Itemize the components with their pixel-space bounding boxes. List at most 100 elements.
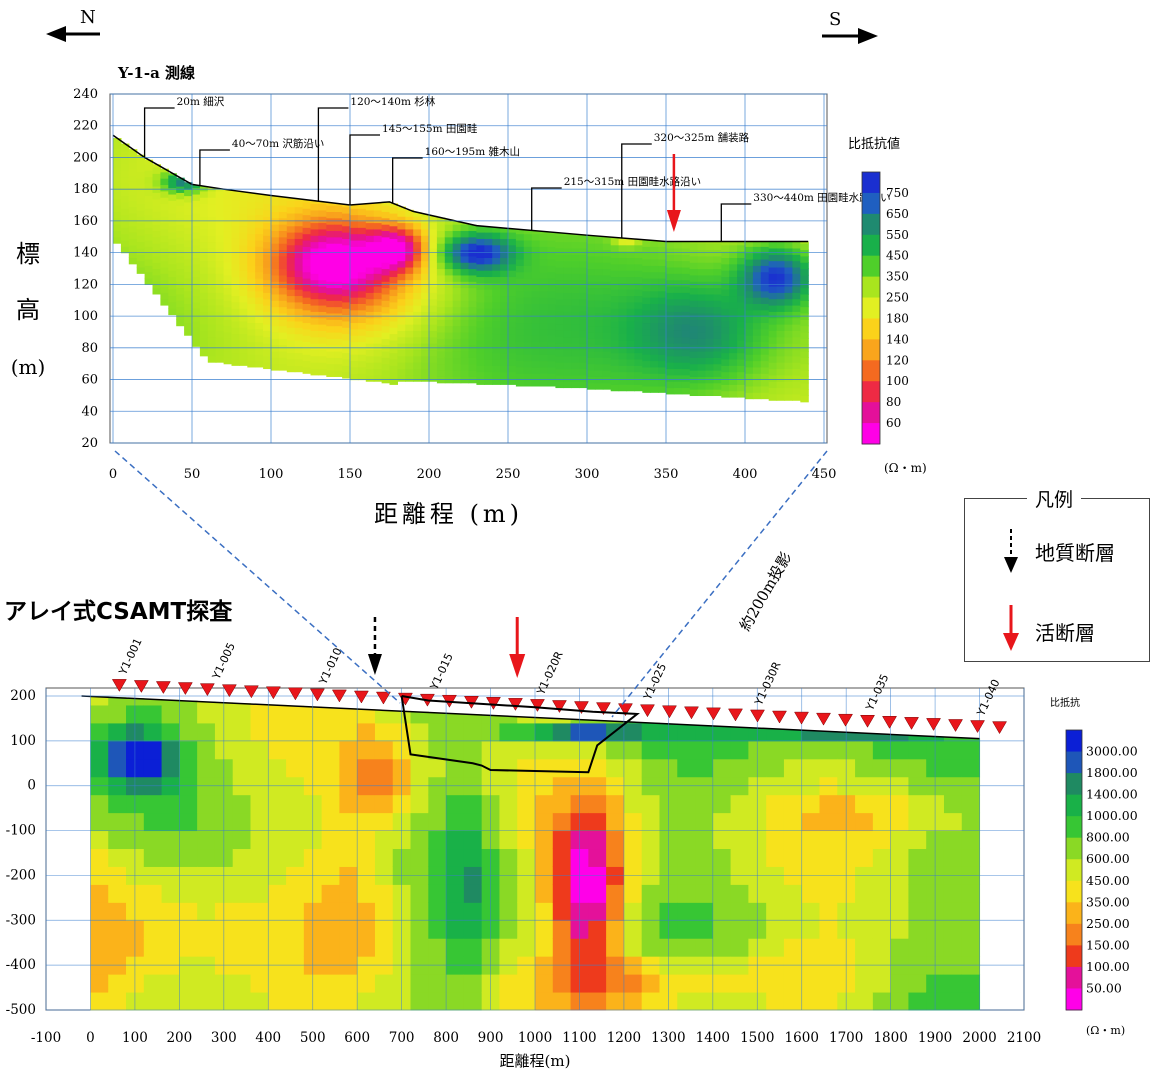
top-resistivity-cell <box>413 355 422 363</box>
top-resistivity-cell <box>547 360 556 368</box>
top-resistivity-cell <box>650 297 659 304</box>
top-resistivity-cell <box>207 254 217 262</box>
top-resistivity-cell <box>397 241 406 249</box>
bottom-resistivity-cell <box>286 740 305 760</box>
top-resistivity-cell <box>508 308 517 316</box>
top-resistivity-cell <box>381 306 391 314</box>
top-resistivity-cell <box>571 247 580 255</box>
bottom-resistivity-cell <box>855 848 874 867</box>
top-resistivity-cell <box>326 325 335 333</box>
bottom-x-tick: 1700 <box>829 1030 863 1046</box>
top-resistivity-cell <box>192 295 201 303</box>
top-resistivity-cell <box>476 365 485 373</box>
top-resistivity-cell <box>350 265 359 273</box>
top-resistivity-cell <box>184 233 193 241</box>
top-resistivity-cell <box>365 273 375 281</box>
top-resistivity-cell <box>618 251 628 258</box>
top-resistivity-cell <box>650 278 659 285</box>
top-resistivity-cell <box>176 177 185 181</box>
bottom-resistivity-cell <box>517 992 536 1011</box>
top-resistivity-cell <box>642 290 651 298</box>
top-resistivity-cell <box>531 379 541 387</box>
top-resistivity-cell <box>152 274 161 282</box>
bottom-x-tick: 1900 <box>918 1030 952 1046</box>
top-resistivity-cell <box>579 311 588 319</box>
top-resistivity-cell <box>365 260 375 268</box>
top-x-tick: 0 <box>109 467 117 482</box>
top-resistivity-cell <box>365 324 375 331</box>
top-resistivity-cell <box>302 201 312 209</box>
top-resistivity-cell <box>500 320 509 328</box>
top-resistivity-cell <box>768 273 778 281</box>
top-resistivity-cell <box>365 355 375 363</box>
top-resistivity-cell <box>429 355 438 363</box>
bottom-resistivity-cell <box>606 938 625 957</box>
top-resistivity-cell <box>389 377 398 385</box>
top-resistivity-cell <box>247 271 256 279</box>
top-resistivity-cell <box>476 270 485 278</box>
bottom-resistivity-cell <box>961 902 981 921</box>
top-resistivity-cell <box>768 311 778 319</box>
top-resistivity-cell <box>255 208 264 216</box>
top-resistivity-cell <box>500 352 509 360</box>
top-resistivity-cell <box>286 238 296 246</box>
top-resistivity-cell <box>508 358 517 366</box>
top-resistivity-cell <box>436 287 446 295</box>
top-resistivity-cell <box>429 260 438 268</box>
top-resistivity-cell <box>776 324 786 331</box>
top-resistivity-cell <box>460 325 470 333</box>
top-resistivity-cell <box>602 331 612 339</box>
top-resistivity-cell <box>768 387 778 395</box>
top-resistivity-cell <box>413 260 422 268</box>
bottom-resistivity-cell <box>339 812 358 832</box>
bottom-resistivity-cell <box>943 884 963 903</box>
bottom-resistivity-cell <box>197 758 216 778</box>
top-resistivity-cell <box>555 279 564 287</box>
bottom-resistivity-cell <box>961 740 981 760</box>
top-resistivity-cell <box>199 298 209 306</box>
top-resistivity-cell <box>429 304 438 312</box>
top-resistivity-cell <box>144 246 154 254</box>
top-resistivity-cell <box>286 346 296 354</box>
top-resistivity-cell <box>626 327 635 335</box>
bottom-resistivity-cell <box>943 938 963 957</box>
top-resistivity-cell <box>318 209 327 217</box>
top-resistivity-cell <box>760 265 770 273</box>
top-resistivity-cell <box>539 231 549 235</box>
bottom-resistivity-cell <box>428 758 447 778</box>
top-resistivity-cell <box>160 209 169 217</box>
top-resistivity-cell <box>184 303 193 311</box>
top-resistivity-cell <box>594 331 604 339</box>
bottom-resistivity-cell <box>179 830 198 850</box>
bottom-resistivity-cell <box>641 902 660 921</box>
bottom-resistivity-cell <box>606 884 625 903</box>
bottom-resistivity-cell <box>961 974 981 993</box>
top-resistivity-cell <box>215 273 225 281</box>
top-resistivity-cell <box>413 216 422 224</box>
top-resistivity-cell <box>792 387 801 395</box>
top-resistivity-cell <box>500 308 509 316</box>
bottom-resistivity-cell <box>428 740 447 760</box>
top-resistivity-cell <box>373 298 383 306</box>
top-resistivity-cell <box>136 178 146 186</box>
bottom-resistivity-cell <box>819 902 838 921</box>
bottom-resistivity-cell <box>339 758 358 778</box>
top-resistivity-cell <box>365 311 375 319</box>
top-resistivity-cell <box>594 363 604 371</box>
top-resistivity-cell <box>152 262 161 270</box>
bottom-resistivity-cell <box>374 710 394 724</box>
bottom-resistivity-cell <box>783 729 803 742</box>
top-x-tick: 400 <box>733 467 758 482</box>
bottom-resistivity-cell <box>286 758 305 778</box>
top-resistivity-cell <box>776 266 786 274</box>
bottom-resistivity-cell <box>179 848 198 867</box>
station-marker-icon <box>265 686 281 700</box>
top-resistivity-cell <box>413 336 422 344</box>
top-resistivity-cell <box>587 319 596 327</box>
top-resistivity-cell <box>397 260 406 268</box>
bottom-resistivity-cell <box>535 722 554 742</box>
top-resistivity-cell <box>128 244 138 252</box>
top-resistivity-cell <box>247 201 256 209</box>
top-resistivity-cell <box>666 317 675 325</box>
top-resistivity-cell <box>460 357 470 365</box>
